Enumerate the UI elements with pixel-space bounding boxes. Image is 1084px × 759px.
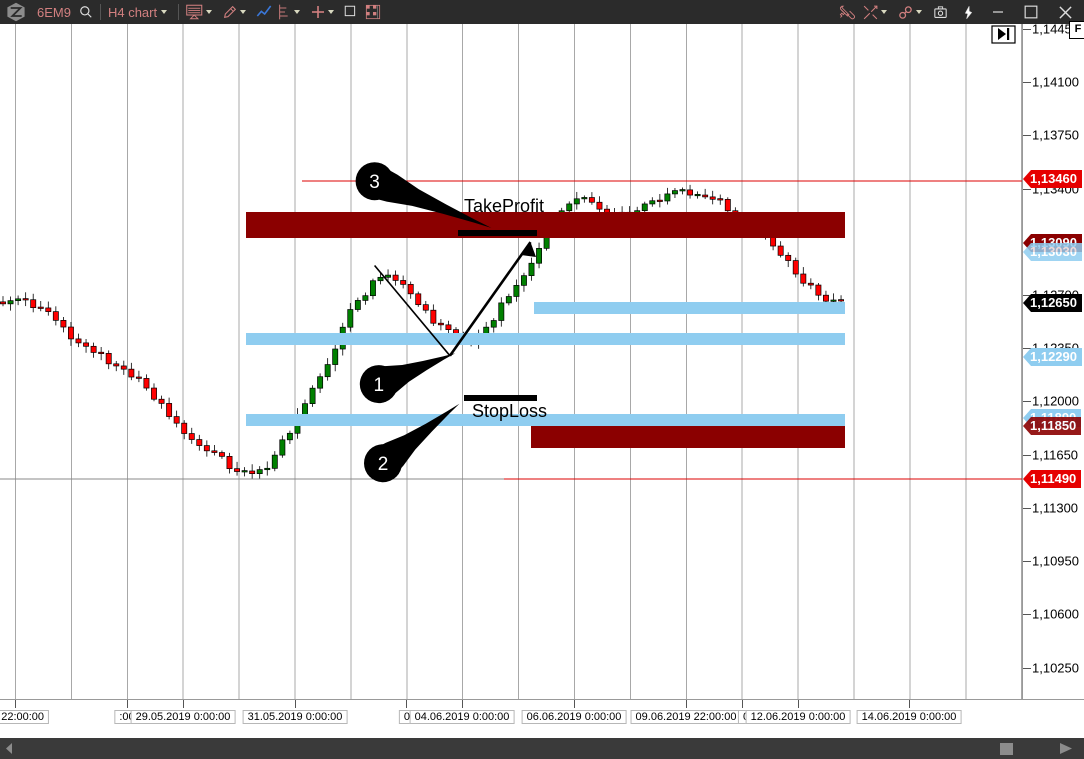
svg-text:2: 2 — [378, 454, 389, 475]
svg-text:3: 3 — [369, 172, 380, 193]
svg-text:TakeProfit: TakeProfit — [464, 196, 544, 216]
svg-text:StopLoss: StopLoss — [472, 401, 547, 421]
svg-text:1: 1 — [374, 375, 385, 396]
